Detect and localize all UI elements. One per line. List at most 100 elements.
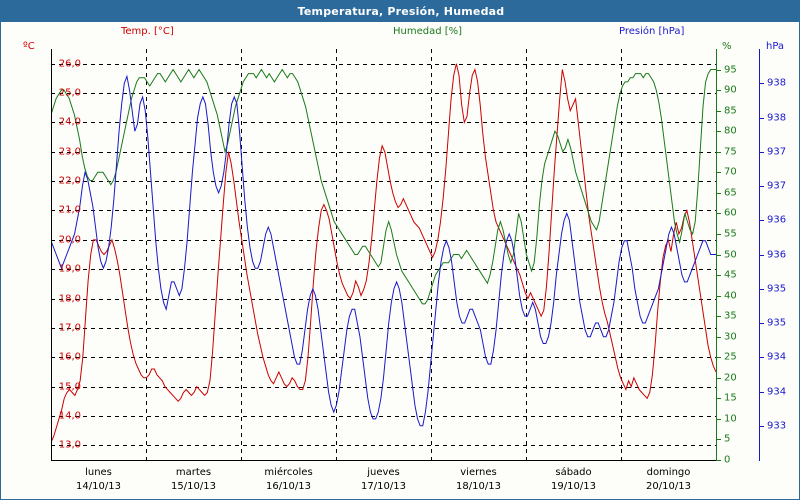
page-title: Temperatura, Presión, Humedad bbox=[297, 5, 505, 18]
y-tick-mark-pressure bbox=[760, 289, 764, 290]
x-tick-label-day: sábado 19/10/13 bbox=[519, 467, 629, 492]
x-tick-day-date: 16/10/13 bbox=[266, 481, 311, 492]
axis-spine-x bbox=[51, 460, 717, 461]
axis-unit-temperature: ºC bbox=[23, 41, 35, 52]
axis-unit-humidity: % bbox=[722, 41, 732, 52]
y-tick-label-humidity: 75 bbox=[724, 146, 737, 158]
y-tick-mark-pressure bbox=[760, 220, 764, 221]
y-tick-mark-pressure bbox=[760, 118, 764, 119]
legend-label-humidity: Humedad [%] bbox=[393, 26, 463, 37]
y-tick-mark-humidity bbox=[717, 398, 721, 399]
y-tick-mark-humidity bbox=[717, 90, 721, 91]
y-tick-label-pressure: 936 bbox=[767, 249, 787, 260]
y-tick-label-temperature: 23,0 bbox=[58, 146, 81, 158]
y-tick-label-pressure: 935 bbox=[767, 283, 787, 295]
y-tick-mark-humidity bbox=[717, 172, 721, 173]
y-tick-mark-humidity bbox=[717, 316, 721, 317]
y-tick-mark-humidity bbox=[717, 234, 721, 235]
y-tick-mark-humidity bbox=[717, 255, 721, 256]
y-tick-mark-humidity bbox=[717, 439, 721, 440]
y-tick-label-temperature: 17,0 bbox=[58, 322, 81, 334]
y-tick-label-humidity: 55 bbox=[724, 228, 737, 240]
x-tick-day-name: lunes bbox=[85, 467, 112, 478]
y-tick-mark-pressure bbox=[760, 152, 764, 153]
y-tick-label-pressure: 936 bbox=[767, 214, 787, 226]
legend-item-temperature: Temp. [°C] bbox=[121, 26, 174, 37]
y-tick-label-humidity: 85 bbox=[724, 105, 737, 117]
x-tick-day-date: 18/10/13 bbox=[456, 481, 501, 492]
y-tick-label-pressure: 933 bbox=[767, 420, 787, 432]
series-line-pressure bbox=[51, 74, 716, 427]
y-tick-mark-humidity bbox=[717, 213, 721, 214]
y-tick-label-temperature: 19,0 bbox=[58, 263, 81, 275]
x-tick-day-date: 17/10/13 bbox=[361, 481, 406, 492]
y-tick-label-temperature: 20,0 bbox=[58, 234, 81, 246]
chart-canvas bbox=[51, 49, 716, 460]
y-tick-mark-pressure bbox=[760, 357, 764, 358]
y-tick-label-humidity: 90 bbox=[724, 84, 737, 96]
legend-label-pressure: Presión [hPa] bbox=[619, 26, 685, 37]
y-tick-label-humidity: 45 bbox=[724, 269, 737, 281]
y-tick-mark-humidity bbox=[717, 460, 721, 461]
y-tick-label-pressure: 935 bbox=[767, 317, 787, 329]
y-tick-mark-humidity bbox=[717, 70, 721, 71]
y-tick-label-temperature: 22,0 bbox=[58, 175, 81, 187]
y-tick-label-humidity: 25 bbox=[724, 351, 737, 363]
x-tick-day-date: 20/10/13 bbox=[646, 481, 691, 492]
y-tick-label-temperature: 14,0 bbox=[58, 410, 81, 422]
series-line-temperature bbox=[51, 63, 716, 443]
y-tick-label-pressure: 938 bbox=[767, 77, 787, 89]
y-tick-label-humidity: 20 bbox=[724, 372, 737, 384]
series-line-humidity bbox=[51, 68, 716, 305]
legend-label-temperature: Temp. [°C] bbox=[121, 26, 174, 37]
legend-item-humidity: Humedad [%] bbox=[393, 26, 462, 37]
y-tick-mark-humidity bbox=[717, 111, 721, 112]
y-tick-label-humidity: 95 bbox=[724, 64, 737, 76]
x-tick-day-name: viernes bbox=[460, 467, 497, 478]
y-tick-label-temperature: 21,0 bbox=[58, 204, 81, 216]
y-tick-label-humidity: 65 bbox=[724, 187, 737, 199]
x-tick-label-day: domingo 20/10/13 bbox=[614, 467, 724, 492]
x-tick-day-name: jueves bbox=[367, 467, 400, 478]
x-tick-label-day: lunes 14/10/13 bbox=[44, 467, 154, 492]
y-tick-label-temperature: 18,0 bbox=[58, 293, 81, 305]
y-tick-label-humidity: 60 bbox=[724, 207, 737, 219]
y-tick-label-humidity: 70 bbox=[724, 166, 737, 178]
y-tick-label-humidity: 50 bbox=[724, 249, 737, 260]
y-tick-mark-humidity bbox=[717, 296, 721, 297]
y-tick-label-humidity: 80 bbox=[724, 125, 737, 137]
x-tick-day-name: martes bbox=[175, 467, 212, 478]
y-tick-label-temperature: 24,0 bbox=[58, 116, 81, 128]
axis-spine-humidity bbox=[716, 49, 717, 461]
y-tick-label-temperature: 25,0 bbox=[58, 87, 81, 99]
axis-unit-pressure: hPa bbox=[766, 41, 785, 52]
x-tick-day-date: 15/10/13 bbox=[171, 481, 216, 492]
y-tick-mark-pressure bbox=[760, 323, 764, 324]
y-tick-mark-humidity bbox=[717, 152, 721, 153]
y-tick-label-humidity: 15 bbox=[724, 392, 737, 404]
x-tick-label-day: jueves 17/10/13 bbox=[329, 467, 439, 492]
y-tick-mark-pressure bbox=[760, 83, 764, 84]
y-tick-mark-humidity bbox=[717, 275, 721, 276]
y-tick-label-humidity: 35 bbox=[724, 310, 737, 322]
x-tick-label-day: miércoles 16/10/13 bbox=[234, 467, 344, 492]
x-tick-day-name: sábado bbox=[555, 467, 592, 478]
y-tick-mark-pressure bbox=[760, 392, 764, 393]
legend-item-pressure: Presión [hPa] bbox=[619, 26, 684, 37]
x-tick-label-day: viernes 18/10/13 bbox=[424, 467, 534, 492]
y-tick-label-pressure: 937 bbox=[767, 146, 787, 158]
axis-spine-temperature bbox=[51, 49, 52, 461]
y-tick-label-temperature: 26,0 bbox=[58, 58, 81, 70]
y-tick-mark-pressure bbox=[760, 426, 764, 427]
y-tick-label-humidity: 5 bbox=[724, 433, 731, 445]
x-tick-day-name: domingo bbox=[646, 467, 691, 478]
plot-area bbox=[51, 49, 716, 460]
y-tick-label-humidity: 10 bbox=[724, 413, 737, 425]
y-tick-label-humidity: 40 bbox=[724, 290, 737, 302]
x-tick-day-date: 14/10/13 bbox=[76, 481, 121, 492]
y-tick-mark-pressure bbox=[760, 186, 764, 187]
y-tick-label-pressure: 934 bbox=[767, 351, 787, 363]
y-tick-label-humidity: 30 bbox=[724, 331, 737, 343]
y-tick-mark-humidity bbox=[717, 357, 721, 358]
